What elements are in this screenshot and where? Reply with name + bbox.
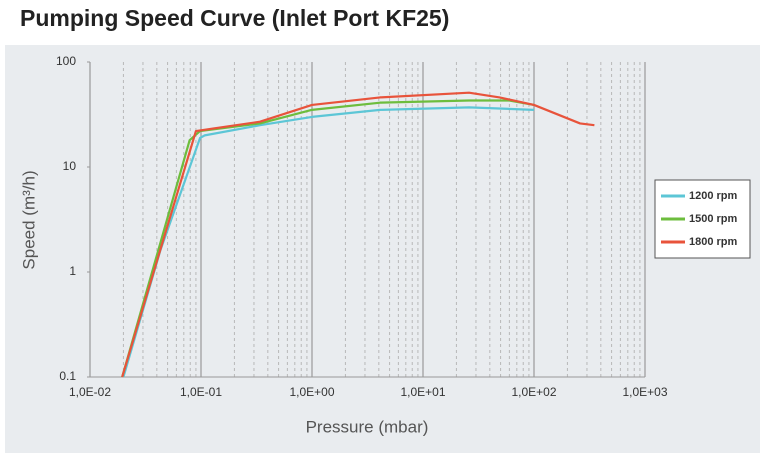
x-tick-label: 1,0E+02 bbox=[511, 385, 556, 399]
y-axis-label: Speed (m³/h) bbox=[19, 170, 38, 269]
x-axis-label: Pressure (mbar) bbox=[306, 417, 429, 436]
chart-title: Pumping Speed Curve (Inlet Port KF25) bbox=[20, 5, 449, 31]
legend-label: 1200 rpm bbox=[689, 190, 738, 202]
x-tick-label: 1,0E-02 bbox=[69, 385, 111, 399]
x-tick-label: 1,0E+00 bbox=[289, 385, 334, 399]
legend-label: 1800 rpm bbox=[689, 236, 738, 248]
legend-label: 1500 rpm bbox=[689, 213, 738, 225]
x-tick-label: 1,0E+03 bbox=[622, 385, 667, 399]
y-tick-label: 0.1 bbox=[59, 369, 76, 383]
series-line bbox=[122, 106, 535, 378]
x-tick-label: 1,0E+01 bbox=[400, 385, 445, 399]
y-tick-label: 1 bbox=[69, 264, 76, 278]
y-tick-label: 10 bbox=[63, 159, 77, 173]
y-tick-label: 100 bbox=[56, 54, 76, 68]
x-tick-label: 1,0E-01 bbox=[180, 385, 222, 399]
series-line bbox=[121, 91, 595, 378]
